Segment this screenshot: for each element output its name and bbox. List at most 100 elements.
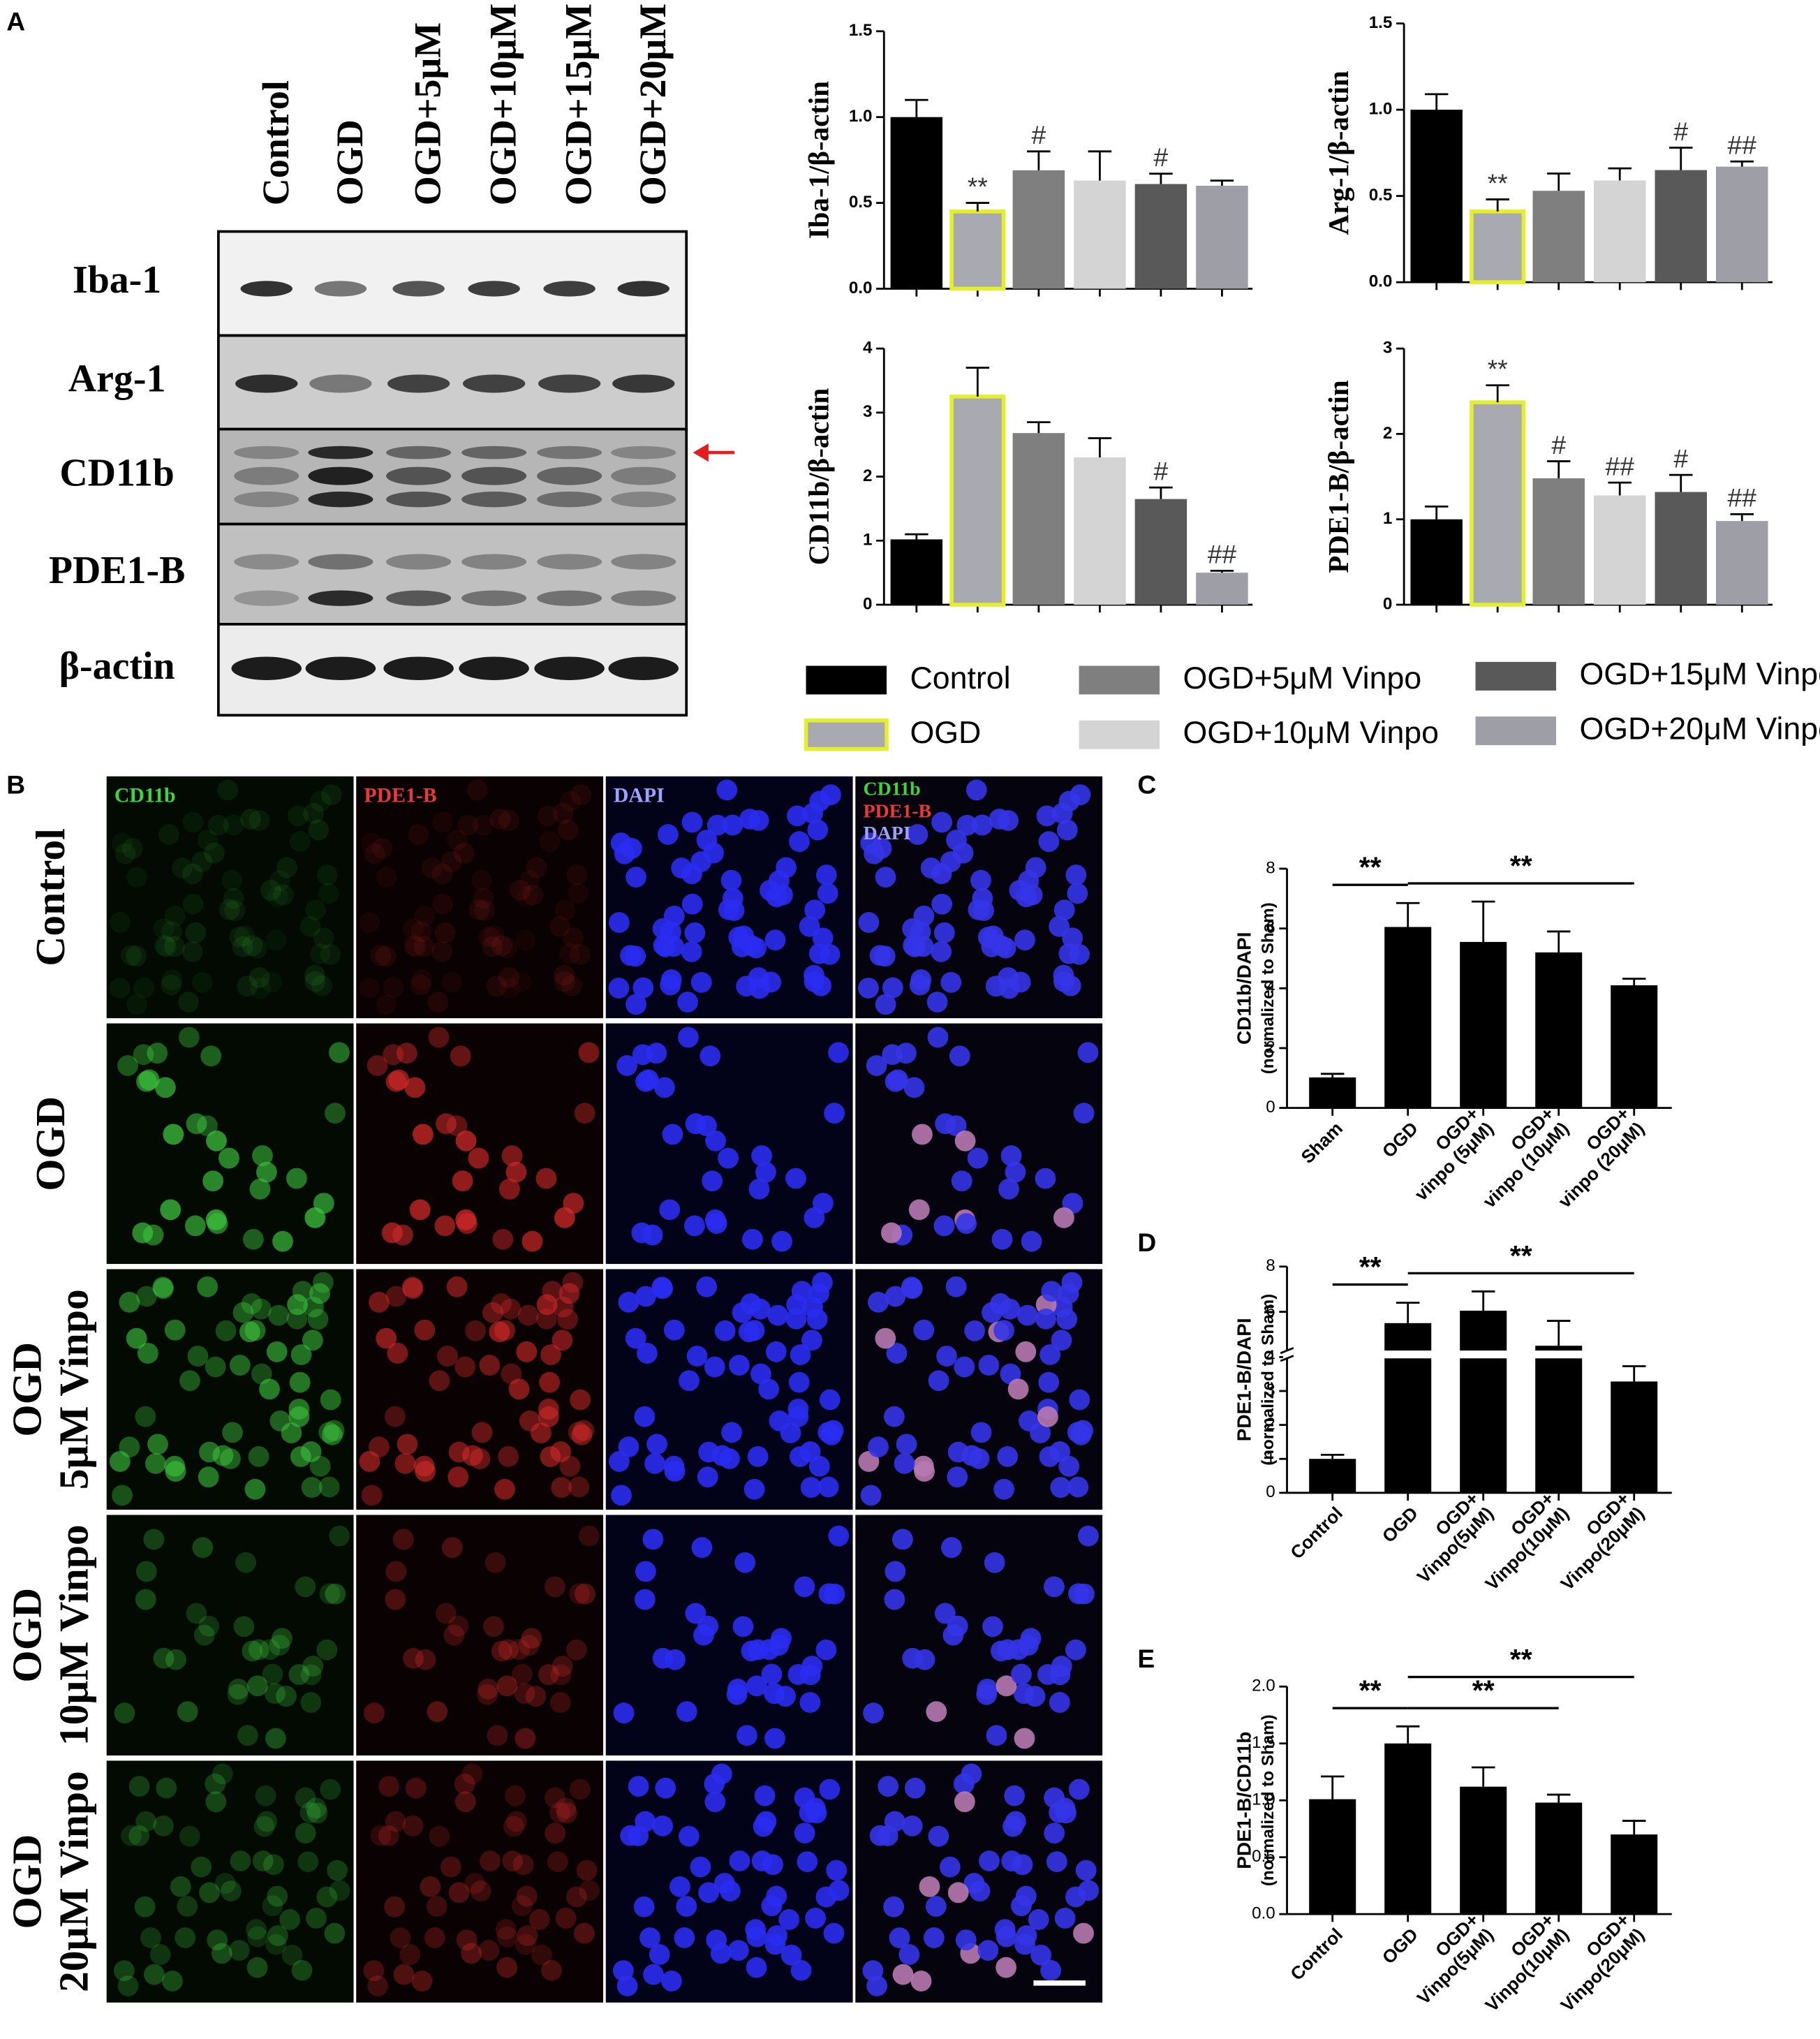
cell — [765, 1341, 787, 1362]
cell — [762, 1854, 783, 1876]
cell — [536, 1294, 558, 1316]
cell — [412, 1124, 434, 1145]
y-tick-label: 3 — [1383, 339, 1392, 358]
significance-label: # — [1031, 120, 1046, 149]
y-tick-label: 4 — [1266, 1347, 1275, 1366]
cell — [1067, 883, 1088, 904]
cell — [729, 1850, 750, 1871]
blot-band — [386, 491, 452, 508]
cell — [492, 1228, 514, 1250]
cell — [747, 1639, 769, 1661]
cell — [896, 1434, 917, 1455]
cell — [651, 1276, 673, 1298]
cell — [223, 888, 244, 909]
cell — [369, 1291, 390, 1313]
cell — [304, 971, 326, 992]
blot-strip — [216, 427, 688, 526]
merged-label: DAPI — [863, 823, 910, 844]
cell — [541, 1959, 562, 1981]
cell — [1038, 831, 1060, 853]
blot-band — [543, 281, 595, 297]
bar — [1532, 478, 1585, 605]
cell — [568, 1476, 590, 1498]
micrograph — [356, 776, 604, 1019]
x-tick-label: Control — [1286, 1924, 1347, 1985]
y-tick-label: 0.0 — [1369, 272, 1393, 291]
cell — [133, 977, 155, 999]
blot-band — [537, 554, 602, 570]
cell — [996, 1675, 1017, 1697]
cell — [787, 1664, 809, 1685]
cell — [573, 1420, 594, 1441]
cell — [191, 851, 213, 872]
cell — [281, 1422, 302, 1443]
cell — [704, 1356, 725, 1378]
cell — [549, 1802, 570, 1823]
cell — [875, 994, 896, 1015]
row-label: OGD — [3, 1588, 50, 1683]
cell — [318, 1476, 340, 1498]
cell — [697, 1466, 718, 1488]
y-tick-label: 8 — [1266, 858, 1275, 877]
cell — [536, 1308, 557, 1330]
cell — [470, 1880, 491, 1901]
bar — [1611, 1381, 1658, 1493]
cell — [403, 918, 424, 939]
y-tick-label: 1.5 — [1252, 1733, 1275, 1752]
blot-band — [305, 656, 376, 680]
cell — [111, 832, 133, 854]
cell — [732, 1616, 754, 1637]
cell — [611, 1485, 632, 1506]
cell — [308, 819, 330, 841]
y-axis-title: PDE1-B/CD11b — [1233, 1732, 1255, 1869]
cell — [307, 1309, 329, 1330]
cell — [192, 1537, 214, 1559]
cell — [828, 1880, 850, 1901]
cell — [158, 824, 179, 845]
cell — [135, 1406, 156, 1427]
cell — [742, 1228, 763, 1250]
cell — [303, 802, 325, 824]
cell — [512, 1663, 533, 1685]
cell — [384, 1406, 406, 1427]
cell — [306, 1908, 327, 1929]
cell — [1050, 1477, 1072, 1498]
cell — [690, 1856, 711, 1878]
cell — [954, 1356, 975, 1378]
cell — [269, 1635, 290, 1656]
y-tick-label: 4 — [863, 339, 873, 358]
cell — [716, 779, 738, 801]
cell — [222, 1422, 243, 1443]
cell — [132, 1222, 154, 1244]
cell — [156, 1777, 177, 1799]
cell — [1021, 1230, 1042, 1252]
cell — [815, 864, 837, 885]
cell — [571, 1424, 593, 1445]
cell — [242, 935, 263, 957]
cell — [487, 1725, 508, 1746]
cell — [478, 1940, 500, 1961]
cell — [1016, 1304, 1038, 1326]
cell — [1056, 819, 1078, 841]
channel-label: PDE1-B — [364, 783, 436, 807]
cell — [934, 1603, 956, 1624]
cell — [540, 1344, 561, 1365]
cell — [538, 1406, 559, 1427]
cell — [404, 1077, 426, 1098]
cell — [396, 1043, 417, 1064]
blot-band — [309, 374, 372, 393]
cell — [926, 992, 948, 1013]
cell — [1060, 975, 1081, 996]
axis-break-mark — [1280, 1347, 1294, 1355]
cell — [728, 1355, 750, 1376]
cell — [483, 925, 505, 947]
cell — [387, 1343, 408, 1364]
cell — [207, 1929, 228, 1951]
cell — [824, 1583, 845, 1605]
cell — [761, 1895, 783, 1917]
cell — [659, 1199, 681, 1221]
cell — [468, 1147, 489, 1169]
blot-band — [235, 374, 298, 393]
cell — [806, 1309, 828, 1330]
cell — [452, 1170, 473, 1192]
